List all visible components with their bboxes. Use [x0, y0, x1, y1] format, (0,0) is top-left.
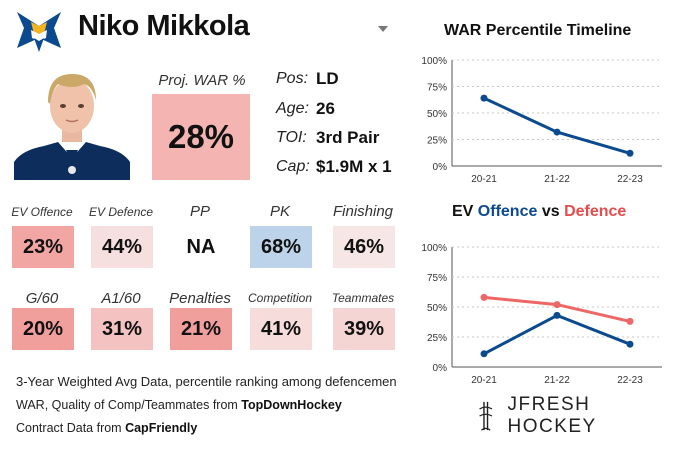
metric-label: PP	[189, 203, 210, 220]
metric-teammates-tile: 39%	[333, 308, 395, 350]
x-tick-label: 20-21	[471, 375, 497, 386]
metric-ev-offence-tile: 23%	[12, 226, 74, 268]
data-point	[553, 301, 561, 309]
y-tick-label: 25%	[427, 333, 447, 344]
y-tick-label: 50%	[427, 303, 447, 314]
metric-label: Teammates	[331, 291, 395, 305]
data-point	[626, 149, 634, 157]
data-point	[553, 128, 561, 136]
footer-contract-source: Contract Data from CapFriendly	[16, 421, 198, 435]
data-point	[480, 94, 488, 102]
metric-label: PK	[269, 203, 290, 220]
y-tick-label: 0%	[433, 363, 448, 374]
footer-note: 3-Year Weighted Avg Data, percentile ran…	[16, 374, 397, 389]
metric-label: Finishing	[332, 203, 394, 220]
brand-logo: JFRESH HOCKEY	[476, 394, 666, 437]
title-part: vs	[537, 203, 565, 220]
chart-title: EV Offence vs Defence	[452, 203, 626, 221]
y-tick-label: 75%	[427, 273, 447, 284]
age-label: Age:	[276, 100, 309, 117]
y-tick-label: 25%	[427, 136, 447, 147]
x-tick-label: 22-23	[617, 174, 643, 185]
metric-finishing-tile: 46%	[333, 226, 395, 268]
ev-offence-defence-chart: 0% 25% 50% 75% 100% 20-21 21-22 22-23	[421, 243, 662, 386]
title-part-offence: Offence	[477, 203, 538, 220]
series-line	[483, 96, 631, 155]
y-tick-label: 100%	[421, 243, 447, 254]
x-tick-label: 21-22	[544, 375, 570, 386]
position-label: Pos:	[276, 70, 309, 87]
player-name: Niko Mikkola	[78, 10, 250, 42]
metric-label: EV Defence	[89, 205, 154, 219]
cap-value: $1.9M x 1	[316, 157, 392, 176]
team-logo-icon	[17, 12, 61, 52]
cap-label: Cap:	[276, 158, 310, 175]
metric-competition-tile: 41%	[250, 308, 312, 350]
title-part: EV	[452, 203, 478, 220]
y-tick-label: 100%	[421, 56, 447, 67]
data-point	[480, 350, 488, 358]
metric-label: A1/60	[101, 290, 141, 307]
metric-g60-tile: 20%	[12, 308, 74, 350]
title-part-defence: Defence	[564, 203, 627, 220]
metric-label: EV Offence	[11, 205, 73, 219]
x-tick-label: 20-21	[471, 174, 497, 185]
data-point	[626, 317, 634, 325]
y-tick-label: 0%	[433, 162, 448, 173]
proj-war-label: Proj. WAR %	[158, 72, 246, 89]
metric-ev-defence-tile: 44%	[91, 226, 153, 268]
footer-war-source: WAR, Quality of Comp/Teammates from TopD…	[16, 398, 342, 412]
y-tick-label: 50%	[427, 109, 447, 120]
toi-label: TOI:	[276, 129, 307, 146]
chart-title: WAR Percentile Timeline	[444, 22, 632, 39]
player-headshot	[14, 64, 130, 180]
data-point	[553, 311, 561, 319]
x-tick-label: 21-22	[544, 174, 570, 185]
metric-label: Penalties	[169, 290, 231, 307]
metric-pk-tile: 68%	[250, 226, 312, 268]
series-line	[483, 313, 631, 356]
metric-penalties-tile: 21%	[170, 308, 232, 350]
age-value: 26	[316, 99, 335, 118]
war-timeline-chart: 0% 25% 50% 75% 100% 20-21 21-22 22-23	[421, 56, 662, 185]
metric-pp-tile: NA	[170, 226, 232, 268]
brand-text: JFRESH HOCKEY	[507, 394, 597, 437]
position-value: LD	[316, 69, 339, 88]
chevron-down-icon[interactable]	[378, 26, 388, 32]
data-point	[480, 293, 488, 301]
y-tick-label: 75%	[427, 83, 447, 94]
metric-a160-tile: 31%	[91, 308, 153, 350]
brand-mark-icon	[479, 401, 493, 431]
source-link[interactable]: CapFriendly	[125, 421, 198, 435]
metric-label: Competition	[248, 291, 313, 305]
metric-label: G/60	[25, 290, 59, 307]
data-point	[626, 340, 634, 348]
proj-war-value: 28%	[152, 94, 250, 180]
x-tick-label: 22-23	[617, 375, 643, 386]
toi-value: 3rd Pair	[316, 128, 380, 147]
source-link[interactable]: TopDownHockey	[241, 398, 342, 412]
